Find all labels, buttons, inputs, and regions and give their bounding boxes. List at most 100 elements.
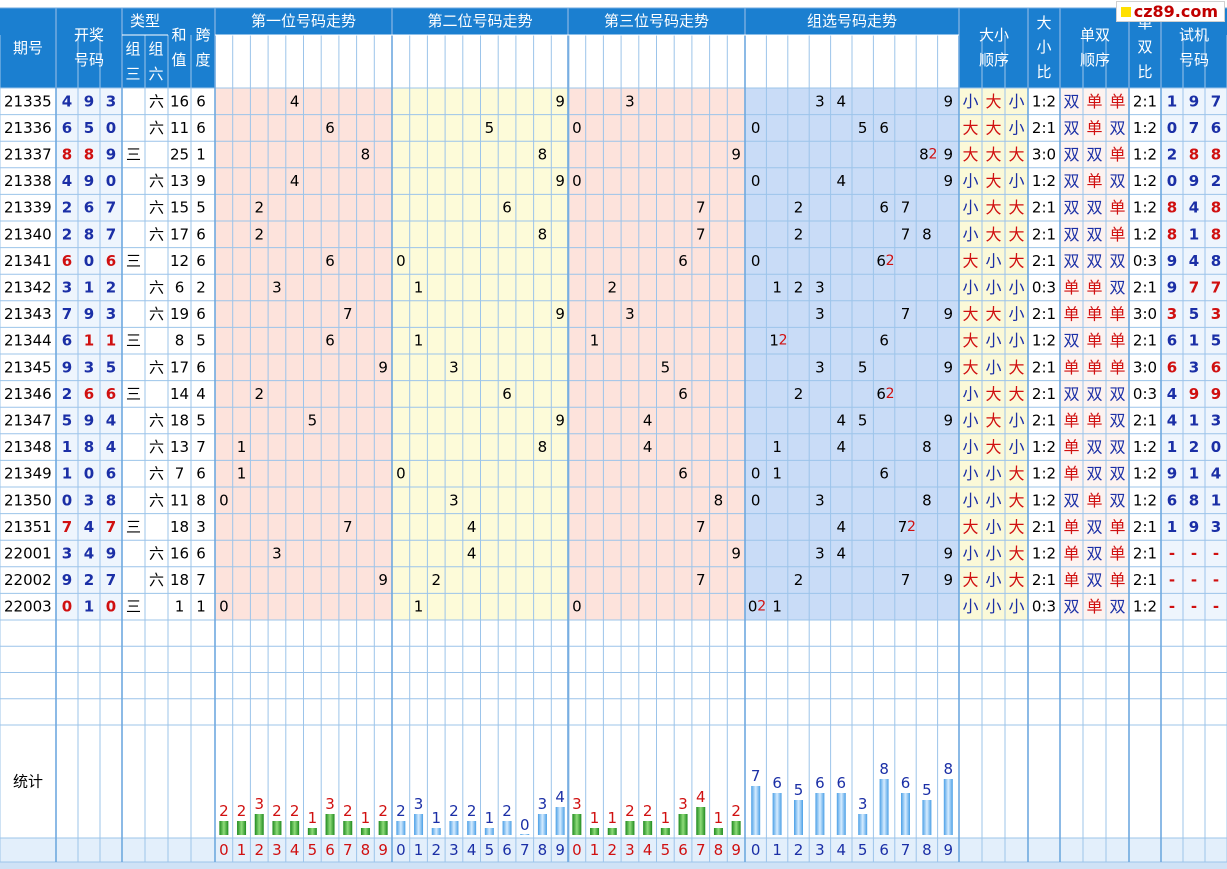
row-oe: 单	[1086, 172, 1102, 191]
pos2-hit: 2	[431, 571, 441, 589]
row-oe: 单	[1109, 92, 1125, 111]
row-oe-ratio: 1:2	[1133, 225, 1157, 243]
row-bs-ratio: 1:2	[1032, 545, 1056, 563]
row-issue: 21349	[4, 465, 52, 483]
stat-bar	[858, 814, 868, 835]
group-digit-header: 1	[772, 53, 782, 71]
row-bs: 大	[985, 145, 1001, 164]
row-type-z3: 三	[126, 385, 141, 403]
row-trial-digit: 4	[1167, 385, 1177, 403]
row-oe-ratio: 2:1	[1133, 92, 1157, 110]
row-oe-ratio: 1:2	[1133, 146, 1157, 164]
row-bs: 小	[962, 411, 978, 430]
row-span: 6	[196, 358, 206, 376]
group-hit: 2	[794, 199, 804, 217]
row-oe: 单	[1063, 278, 1079, 297]
stat-axis-digit: 2	[431, 841, 441, 859]
group-hit: 6	[879, 332, 889, 350]
row-issue: 21335	[4, 92, 52, 110]
group-hit: 2	[794, 225, 804, 243]
pos2-hit: 8	[538, 225, 548, 243]
row-draw-digit: 6	[106, 465, 116, 483]
pos2-hit: 6	[502, 385, 512, 403]
header-oe-ratio: 双	[1137, 38, 1152, 56]
pos3-digit-header: 6	[678, 53, 688, 71]
stat-axis-digit: 4	[290, 841, 300, 859]
pos2-hit: 1	[414, 332, 424, 350]
row-bs-ratio: 1:2	[1032, 92, 1056, 110]
stat-bar	[660, 828, 670, 835]
row-bs-ratio: 2:1	[1032, 518, 1056, 536]
header-draw: 开奖	[74, 26, 104, 44]
row-draw-digit: 0	[84, 465, 94, 483]
stat-bar	[836, 793, 846, 835]
row-type-z6: 六	[149, 225, 164, 243]
row-oe: 单	[1063, 517, 1079, 536]
pos2-hit: 0	[396, 252, 406, 270]
stat-bar	[325, 814, 335, 835]
header-bs-order: 大小	[979, 26, 1009, 44]
watermark-text: cz89.com	[1133, 2, 1218, 21]
pos1-hit: 9	[378, 571, 388, 589]
stat-axis-digit: 8	[714, 841, 724, 859]
pos3-hit: 1	[590, 332, 600, 350]
row-bs: 大	[962, 358, 978, 377]
row-oe-ratio: 2:1	[1133, 279, 1157, 297]
row-draw-digit: 6	[62, 332, 72, 350]
group-hit: 8	[919, 146, 929, 164]
row-span: 1	[196, 146, 206, 164]
stat-axis-digit: 2	[794, 841, 804, 859]
row-draw-digit: 0	[62, 491, 72, 509]
row-issue: 21336	[4, 119, 52, 137]
header-type-z6: 组	[148, 40, 163, 58]
header-right-bg	[959, 35, 1227, 88]
pos1-hit: 2	[254, 199, 264, 217]
stat-bar	[772, 793, 782, 835]
group-hit: 3	[815, 279, 825, 297]
stat-bar	[901, 793, 910, 835]
row-bs: 小	[985, 251, 1001, 270]
row-trial-digit: 8	[1211, 252, 1221, 270]
stat-axis-digit: 1	[237, 841, 247, 859]
row-bs-ratio: 2:1	[1032, 412, 1056, 430]
row-trial-digit: 8	[1189, 491, 1199, 509]
group-hit: 7	[901, 305, 911, 323]
stat-bar-label: 4	[696, 788, 706, 806]
row-trial-digit: 2	[1211, 172, 1221, 190]
stat-axis-digit: 4	[467, 841, 477, 859]
stat-axis-digit: 6	[502, 841, 512, 859]
pos1-hit: 8	[361, 146, 371, 164]
row-bs: 小	[1008, 278, 1024, 297]
stat-bar-label: 6	[901, 774, 911, 792]
stat-bar	[502, 821, 512, 835]
stat-bar-label: 2	[290, 802, 300, 820]
row-oe-ratio: 1:2	[1133, 438, 1157, 456]
row-trial-digit: 8	[1211, 199, 1221, 217]
row-bs: 大	[1008, 145, 1024, 164]
row-type-z6: 六	[149, 438, 164, 456]
group-hit: 6	[879, 199, 889, 217]
row-trial-digit: 7	[1189, 119, 1199, 137]
pos1-hit: 6	[325, 332, 335, 350]
row-trial-digit: 4	[1167, 412, 1177, 430]
row-draw-digit: 6	[84, 385, 94, 403]
header-span: 度	[195, 51, 210, 69]
group-hit: 6	[879, 465, 889, 483]
stat-bar	[537, 814, 547, 835]
stat-bar-label: 4	[555, 788, 565, 806]
row-span: 2	[196, 279, 206, 297]
pos3-hit: 7	[696, 571, 706, 589]
row-type-z3: 三	[126, 332, 141, 350]
stat-axis-digit: 6	[879, 841, 889, 859]
row-bs-ratio: 2:1	[1032, 252, 1056, 270]
pos3-hit: 8	[714, 491, 724, 509]
row-issue: 21338	[4, 172, 52, 190]
pos1-hit: 4	[290, 172, 300, 190]
row-oe: 双	[1086, 438, 1102, 457]
row-bs: 大	[1008, 358, 1024, 377]
row-oe: 单	[1086, 92, 1102, 111]
row-draw-digit: 9	[84, 412, 94, 430]
row-trial-digit: -	[1169, 598, 1175, 616]
row-draw-digit: 4	[84, 545, 94, 563]
row-issue: 22003	[4, 598, 52, 616]
